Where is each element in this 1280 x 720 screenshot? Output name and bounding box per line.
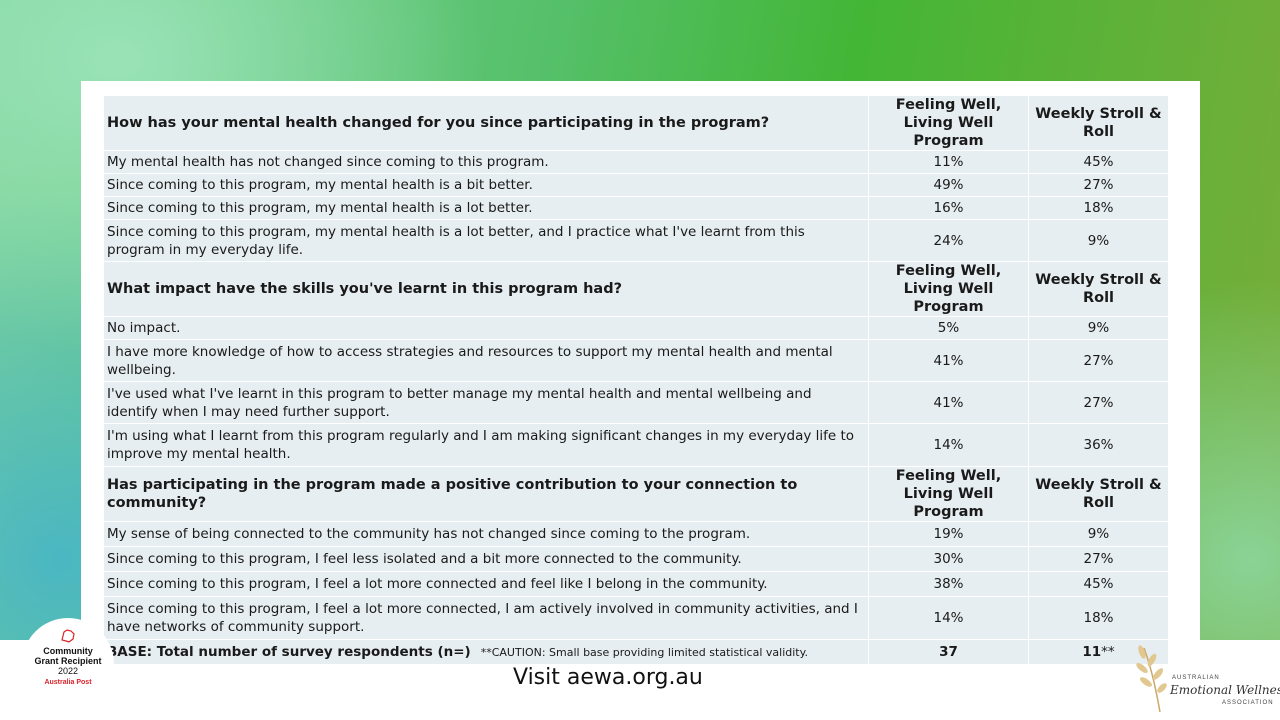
question-heading: How has your mental health changed for y…	[103, 95, 869, 151]
badge-line-1: Community	[43, 646, 93, 656]
section-header-row: What impact have the skills you've learn…	[103, 261, 1169, 317]
value-feeling-well: 30%	[868, 546, 1029, 572]
table-row: Since coming to this program, I feel a l…	[103, 571, 1169, 597]
base-row: BASE: Total number of survey respondents…	[103, 639, 1169, 665]
survey-results-table: How has your mental health changed for y…	[103, 95, 1169, 665]
column-header-feeling-well: Feeling Well, Living Well Program	[868, 466, 1029, 522]
logo-line-1: AUSTRALIAN	[1172, 675, 1220, 681]
column-header-weekly-stroll: Weekly Stroll & Roll	[1028, 466, 1169, 522]
value-feeling-well: 41%	[868, 381, 1029, 424]
badge-brand: Australia Post	[44, 679, 92, 686]
base-value-feeling-well: 37	[868, 639, 1029, 665]
value-feeling-well: 49%	[868, 173, 1029, 197]
value-weekly-stroll: 45%	[1028, 150, 1169, 174]
value-feeling-well: 38%	[868, 571, 1029, 597]
value-weekly-stroll: 18%	[1028, 596, 1169, 640]
column-header-weekly-stroll: Weekly Stroll & Roll	[1028, 261, 1169, 317]
base-cell: BASE: Total number of survey respondents…	[103, 639, 869, 665]
base-value-weekly-stroll: 11	[1082, 644, 1102, 660]
value-feeling-well: 11%	[868, 150, 1029, 174]
value-feeling-well: 19%	[868, 521, 1029, 547]
value-weekly-stroll: 9%	[1028, 219, 1169, 262]
footer-website-link[interactable]: Visit aewa.org.au	[513, 665, 703, 690]
question-heading: Has participating in the program made a …	[103, 466, 869, 522]
row-label: No impact.	[103, 316, 869, 340]
row-label: I'm using what I learnt from this progra…	[103, 423, 869, 467]
table-row: Since coming to this program, I feel les…	[103, 546, 1169, 572]
section-header-row: Has participating in the program made a …	[103, 466, 1169, 522]
row-label: My mental health has not changed since c…	[103, 150, 869, 174]
value-weekly-stroll: 27%	[1028, 381, 1169, 424]
table-row: Since coming to this program, my mental …	[103, 173, 1169, 197]
column-header-feeling-well: Feeling Well, Living Well Program	[868, 261, 1029, 317]
base-label: BASE: Total number of survey respondents…	[107, 643, 471, 660]
base-value-suffix: **	[1101, 644, 1115, 660]
logo-line-3: ASSOCIATION	[1222, 700, 1274, 706]
value-weekly-stroll: 9%	[1028, 521, 1169, 547]
table-row: My mental health has not changed since c…	[103, 150, 1169, 174]
value-feeling-well: 5%	[868, 316, 1029, 340]
value-feeling-well: 41%	[868, 339, 1029, 382]
table-row: Since coming to this program, I feel a l…	[103, 596, 1169, 640]
table-row: No impact. 5% 9%	[103, 316, 1169, 340]
value-weekly-stroll: 27%	[1028, 339, 1169, 382]
row-label: Since coming to this program, my mental …	[103, 196, 869, 220]
row-label: I've used what I've learnt in this progr…	[103, 381, 869, 424]
value-weekly-stroll: 27%	[1028, 546, 1169, 572]
row-label: Since coming to this program, my mental …	[103, 173, 869, 197]
value-feeling-well: 16%	[868, 196, 1029, 220]
row-label: My sense of being connected to the commu…	[103, 521, 869, 547]
section-header-row: How has your mental health changed for y…	[103, 95, 1169, 151]
table-row: Since coming to this program, my mental …	[103, 219, 1169, 262]
value-weekly-stroll: 18%	[1028, 196, 1169, 220]
table-row: I have more knowledge of how to access s…	[103, 339, 1169, 382]
value-feeling-well: 14%	[868, 596, 1029, 640]
table-row: My sense of being connected to the commu…	[103, 521, 1169, 547]
value-weekly-stroll: 36%	[1028, 423, 1169, 467]
row-label: Since coming to this program, I feel a l…	[103, 596, 869, 640]
value-weekly-stroll: 27%	[1028, 173, 1169, 197]
table-row: Since coming to this program, my mental …	[103, 196, 1169, 220]
leaf-branch-icon	[1136, 645, 1167, 713]
row-label: Since coming to this program, I feel a l…	[103, 571, 869, 597]
value-weekly-stroll: 9%	[1028, 316, 1169, 340]
column-header-feeling-well: Feeling Well, Living Well Program	[868, 95, 1029, 151]
row-label: I have more knowledge of how to access s…	[103, 339, 869, 382]
table-row: I'm using what I learnt from this progra…	[103, 423, 1169, 467]
aewa-logo: AUSTRALIAN Emotional Wellness ASSOCIATIO…	[1130, 640, 1280, 715]
value-feeling-well: 24%	[868, 219, 1029, 262]
column-header-weekly-stroll: Weekly Stroll & Roll	[1028, 95, 1169, 151]
badge-year: 2022	[57, 666, 79, 676]
value-feeling-well: 14%	[868, 423, 1029, 467]
row-label: Since coming to this program, my mental …	[103, 219, 869, 262]
australia-post-logo-icon	[61, 629, 75, 643]
value-weekly-stroll: 45%	[1028, 571, 1169, 597]
logo-line-2: Emotional Wellness	[1170, 683, 1280, 697]
caution-note: **CAUTION: Small base providing limited …	[480, 645, 809, 659]
row-label: Since coming to this program, I feel les…	[103, 546, 869, 572]
community-grant-badge: Community Grant Recipient 2022 Australia…	[22, 618, 114, 720]
table-row: I've used what I've learnt in this progr…	[103, 381, 1169, 424]
badge-line-2: Grant Recipient	[34, 656, 102, 666]
question-heading: What impact have the skills you've learn…	[103, 261, 869, 317]
